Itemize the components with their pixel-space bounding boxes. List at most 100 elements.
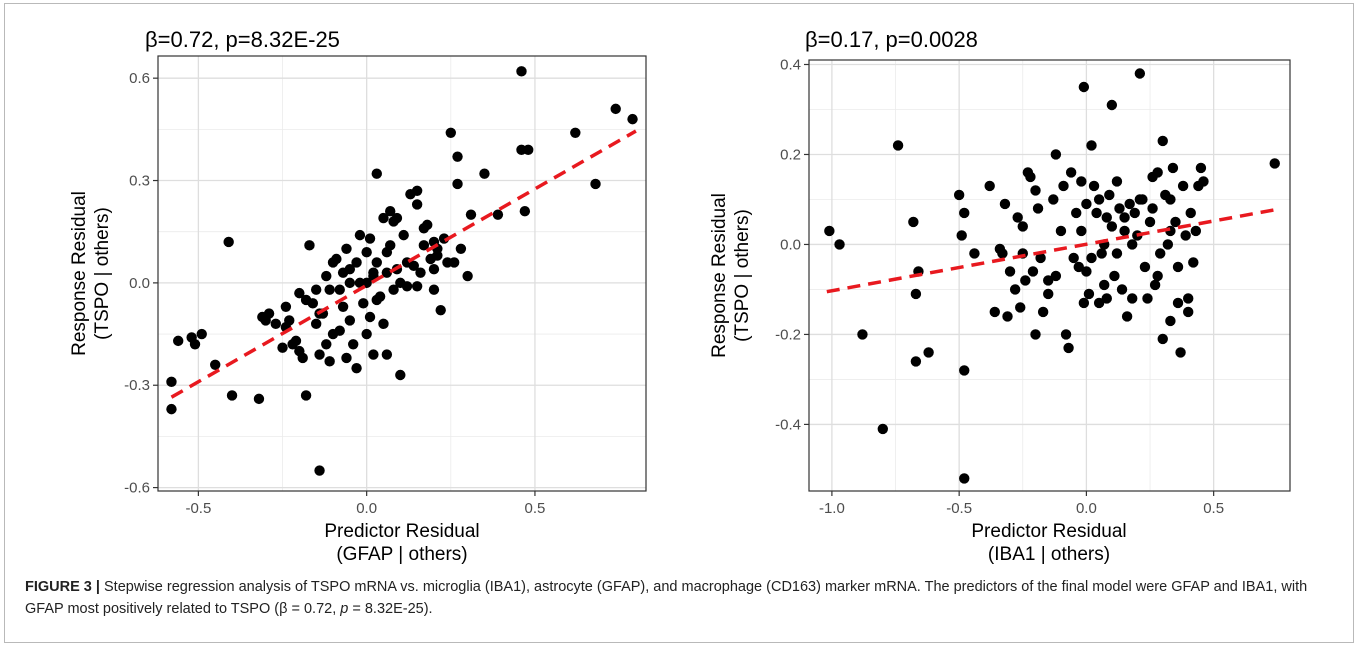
data-point <box>344 277 356 289</box>
y-tick-label: 0.2 <box>780 146 801 163</box>
data-point <box>953 189 965 201</box>
data-point <box>1167 162 1179 174</box>
data-point <box>1106 99 1118 111</box>
y-tick-label: -0.3 <box>124 377 150 394</box>
data-point <box>892 140 904 151</box>
data-point <box>570 127 581 138</box>
data-point <box>307 298 319 309</box>
data-point <box>388 284 399 295</box>
data-point <box>1081 266 1092 277</box>
caption-p-letter: p <box>340 601 349 617</box>
data-point <box>1035 252 1046 264</box>
data-point <box>428 264 440 275</box>
data-point <box>354 229 366 241</box>
data-point <box>378 318 389 330</box>
y-tick-label: 0.4 <box>780 56 801 73</box>
data-point <box>1060 329 1072 340</box>
figure-plots: -0.5 0.0 0.5 -0.6 -0.3 0.0 0.3 0.6 β=0.72, p=8.3… <box>69 27 1291 564</box>
data-point <box>314 465 325 476</box>
data-point <box>479 168 490 179</box>
y-tick-label: 0.0 <box>129 275 150 292</box>
data-point <box>395 369 406 381</box>
data-point <box>1017 221 1028 232</box>
data-point <box>1134 194 1146 205</box>
data-point <box>1032 203 1044 214</box>
data-point <box>1139 261 1151 273</box>
data-point <box>297 352 308 364</box>
data-point <box>1030 329 1041 340</box>
data-point <box>989 306 1000 318</box>
data-point <box>1058 180 1069 192</box>
data-point <box>1119 225 1130 237</box>
regression-line <box>170 129 637 399</box>
data-point <box>337 267 349 278</box>
data-point <box>385 206 396 217</box>
data-point <box>371 168 382 179</box>
data-point <box>1172 261 1184 273</box>
data-point <box>455 243 467 254</box>
data-point <box>1177 180 1189 192</box>
data-point <box>1055 225 1067 237</box>
data-point <box>1124 198 1135 210</box>
data-point <box>1071 207 1082 219</box>
data-point <box>465 209 477 220</box>
y-axis-label-sub: (TSPO | others) <box>92 207 113 340</box>
data-point <box>959 473 970 484</box>
data-point <box>321 339 332 350</box>
data-point <box>1078 297 1090 309</box>
data-point <box>1106 221 1118 232</box>
data-point <box>1093 194 1105 205</box>
data-point <box>1116 284 1128 295</box>
data-point <box>411 281 423 292</box>
data-point <box>391 212 403 224</box>
data-point <box>910 356 922 367</box>
x-tick-label: -0.5 <box>946 500 972 517</box>
data-point <box>452 178 463 190</box>
data-point <box>348 339 359 350</box>
scatter-panel-1: -0.5 0.0 0.5 -0.6 -0.3 0.0 0.3 0.6 β=0.72, p=8.3… <box>69 27 647 564</box>
panel-border <box>157 55 647 492</box>
data-point <box>1127 239 1138 250</box>
data-point <box>1144 216 1156 228</box>
panel-border <box>808 59 1291 492</box>
data-point <box>1096 248 1107 259</box>
data-point <box>327 328 339 340</box>
data-point <box>1004 266 1016 277</box>
data-point <box>371 294 382 306</box>
data-point <box>344 315 356 326</box>
data-point <box>1180 230 1191 241</box>
data-point <box>910 288 922 300</box>
data-point <box>418 240 430 251</box>
data-point <box>361 328 372 340</box>
data-point <box>1078 81 1090 93</box>
y-tick-label: 0.6 <box>129 70 150 87</box>
data-point <box>1185 207 1196 219</box>
data-point <box>1091 207 1102 219</box>
data-point <box>1050 149 1062 160</box>
data-point <box>166 376 177 388</box>
data-point <box>590 178 601 190</box>
chart-title: β=0.72, p=8.32E-25 <box>145 27 340 52</box>
data-point <box>984 180 995 192</box>
data-point <box>1183 293 1194 304</box>
data-point <box>523 144 534 156</box>
data-point <box>492 209 504 220</box>
data-point <box>341 352 352 364</box>
data-point <box>210 359 221 370</box>
data-point <box>1002 311 1013 322</box>
data-point <box>310 318 322 330</box>
data-point <box>334 284 345 295</box>
data-point <box>381 267 393 278</box>
data-point <box>877 423 889 435</box>
data-point <box>270 318 281 330</box>
data-point <box>300 390 312 401</box>
data-point <box>1048 194 1059 205</box>
data-point <box>956 230 967 241</box>
data-point <box>1037 306 1049 318</box>
data-point <box>351 362 362 374</box>
data-point <box>364 311 376 323</box>
data-point <box>310 284 322 295</box>
data-point <box>1111 176 1123 187</box>
data-point <box>223 236 234 248</box>
data-point <box>1015 302 1026 313</box>
